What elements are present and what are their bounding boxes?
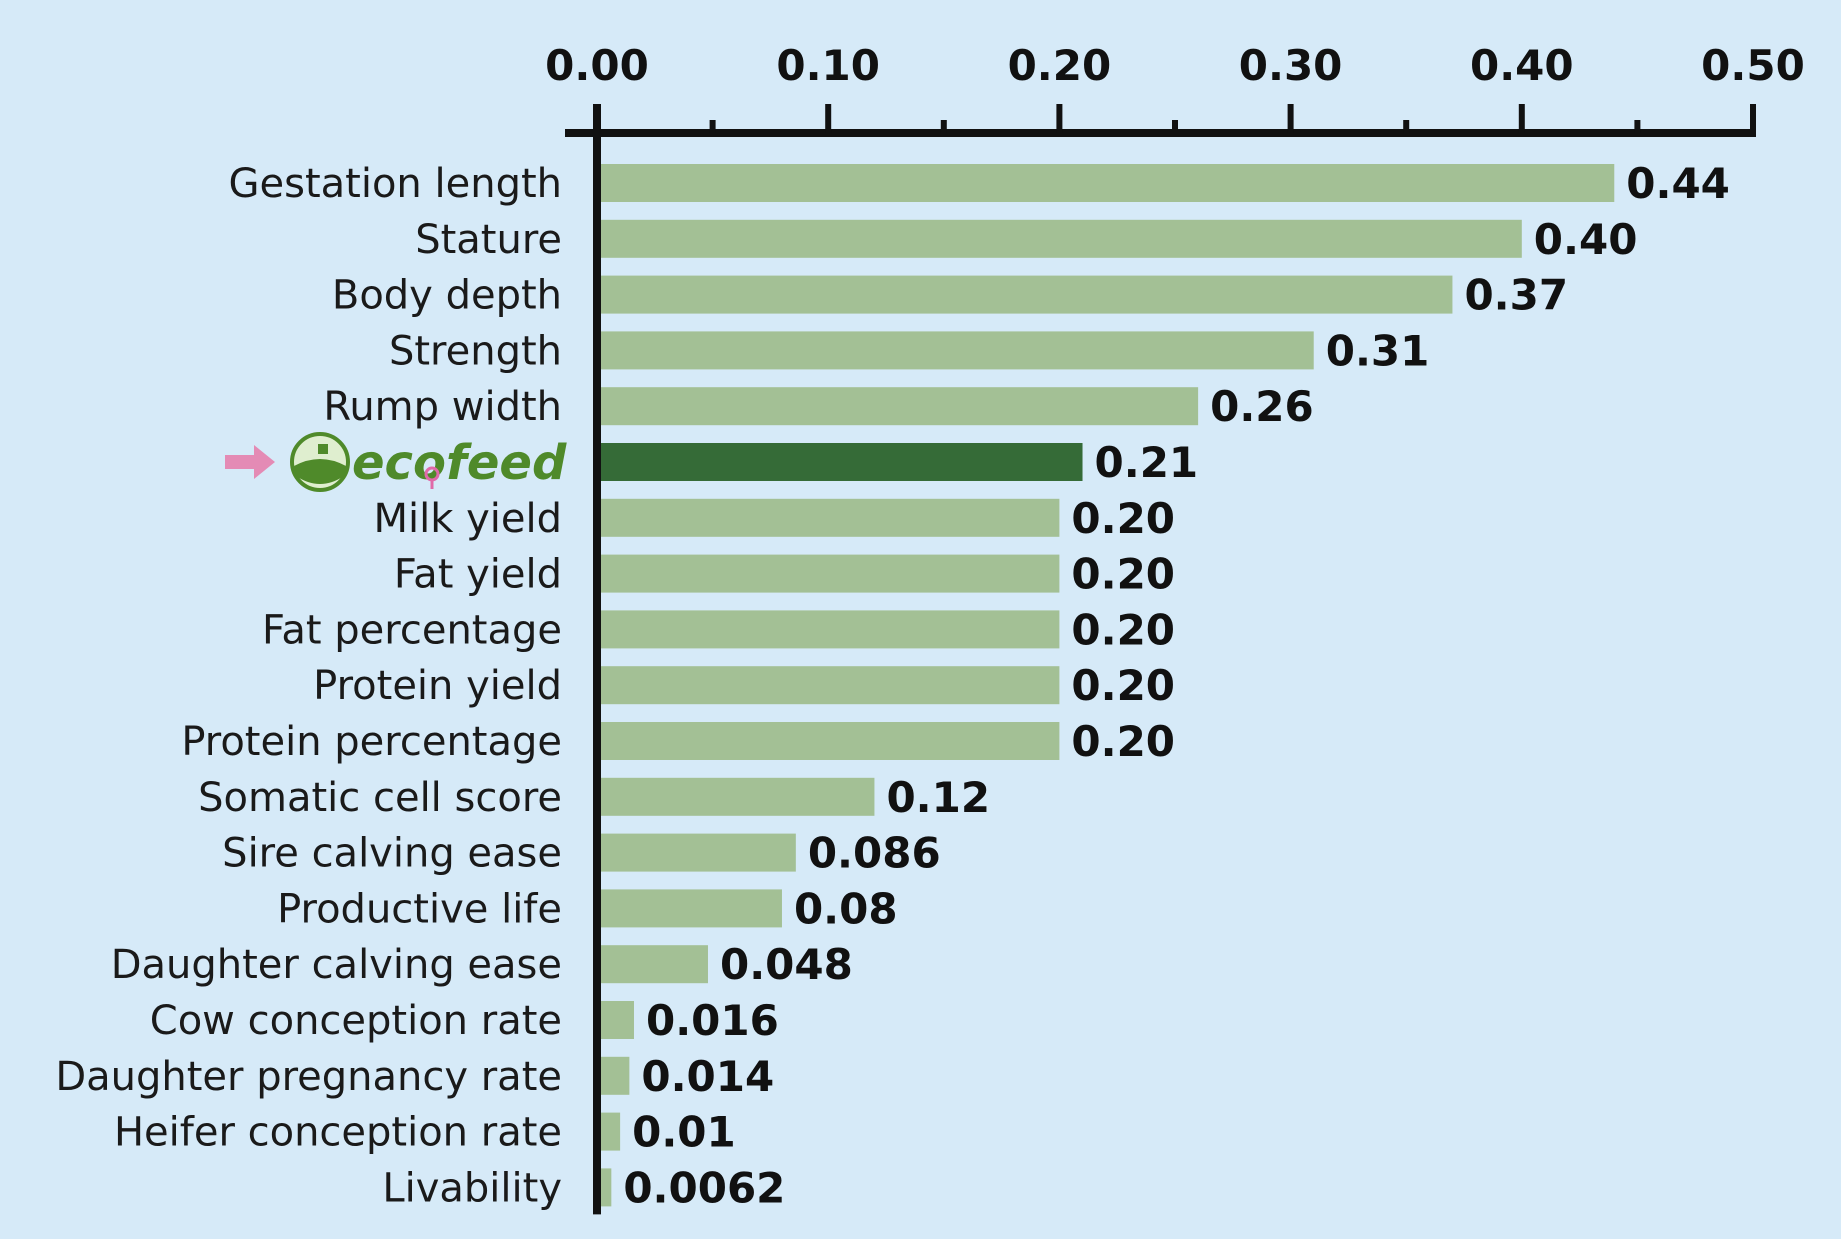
value-label: 0.014 [641, 1052, 774, 1101]
value-label: 0.31 [1326, 326, 1430, 375]
bar [597, 164, 1615, 202]
tick-label: 0.20 [1008, 41, 1112, 90]
logo-field-icon [294, 459, 346, 484]
category-label: Protein percentage [181, 719, 562, 765]
bar [597, 722, 1060, 760]
bar [597, 387, 1199, 426]
bar [597, 331, 1314, 370]
bar [597, 498, 1060, 537]
category-label: Somatic cell score [198, 775, 562, 821]
value-label: 0.0062 [623, 1163, 785, 1212]
value-label: 0.016 [646, 996, 779, 1045]
value-label: 0.20 [1071, 494, 1175, 543]
bar [597, 219, 1522, 258]
pink-arrow-icon [225, 445, 275, 479]
tick-label: 0.40 [1470, 41, 1574, 90]
ecofeed-logo-text: ecofeed [352, 435, 567, 491]
category-label: Gestation length [229, 161, 562, 207]
tick-label: 0.50 [1701, 41, 1805, 90]
bar [597, 833, 796, 872]
value-label: 0.40 [1534, 215, 1638, 264]
bar [597, 1056, 630, 1095]
value-label: 0.08 [794, 884, 898, 933]
bar [597, 945, 708, 984]
category-label: Cow conception rate [150, 998, 562, 1044]
bars-group [597, 164, 1615, 1207]
category-label: Stature [415, 217, 562, 263]
value-label: 0.21 [1095, 438, 1199, 487]
value-label: 0.086 [808, 829, 941, 878]
ecofeed-logo: ecofeed [225, 432, 567, 492]
category-label: Protein yield [313, 663, 562, 709]
tick-label: 0.00 [545, 41, 649, 90]
value-labels: 0.44 0.40 0.37 0.310.260.21 0.20 0.20 0.20 0.20… [623, 159, 1730, 1212]
value-label: 0.12 [886, 773, 990, 822]
category-label: Fat yield [394, 552, 562, 598]
value-label: 0.20 [1071, 661, 1175, 710]
value-label: 0.01 [632, 1108, 736, 1157]
value-label: 0.26 [1210, 382, 1314, 431]
category-label: Rump width [323, 384, 562, 430]
category-label: Strength [389, 328, 562, 374]
category-label: Daughter pregnancy rate [55, 1054, 562, 1100]
category-label: Fat percentage [262, 607, 562, 653]
bar [597, 889, 782, 928]
category-label: Body depth [332, 273, 562, 319]
category-label: Heifer conception rate [114, 1110, 562, 1156]
value-label: 0.37 [1464, 271, 1568, 320]
category-label: Milk yield [373, 496, 562, 542]
bar [597, 666, 1060, 705]
category-label: Livability [382, 1165, 562, 1211]
tick-label: 0.30 [1239, 41, 1343, 90]
bar [597, 1112, 621, 1151]
tick-label: 0.10 [776, 41, 880, 90]
bar [597, 610, 1060, 649]
bar [597, 275, 1453, 314]
bar-highlight [597, 443, 1083, 481]
value-label: 0.20 [1071, 550, 1175, 599]
category-label: Daughter calving ease [111, 942, 562, 988]
bar [597, 777, 875, 816]
category-label: Productive life [277, 886, 562, 932]
category-labels: Gestation length Stature Body depth Strengt… [55, 161, 562, 1211]
category-label: Sire calving ease [222, 831, 562, 877]
x-axis: 0.00 0.10 0.20 0.30 0.40 0.50 [545, 41, 1805, 1215]
bar [597, 554, 1060, 593]
bar [597, 1001, 634, 1039]
value-label: 0.20 [1071, 605, 1175, 654]
value-label: 0.44 [1626, 159, 1730, 208]
logo-barn-icon [318, 444, 328, 454]
value-label: 0.20 [1071, 717, 1175, 766]
value-label: 0.048 [720, 940, 853, 989]
